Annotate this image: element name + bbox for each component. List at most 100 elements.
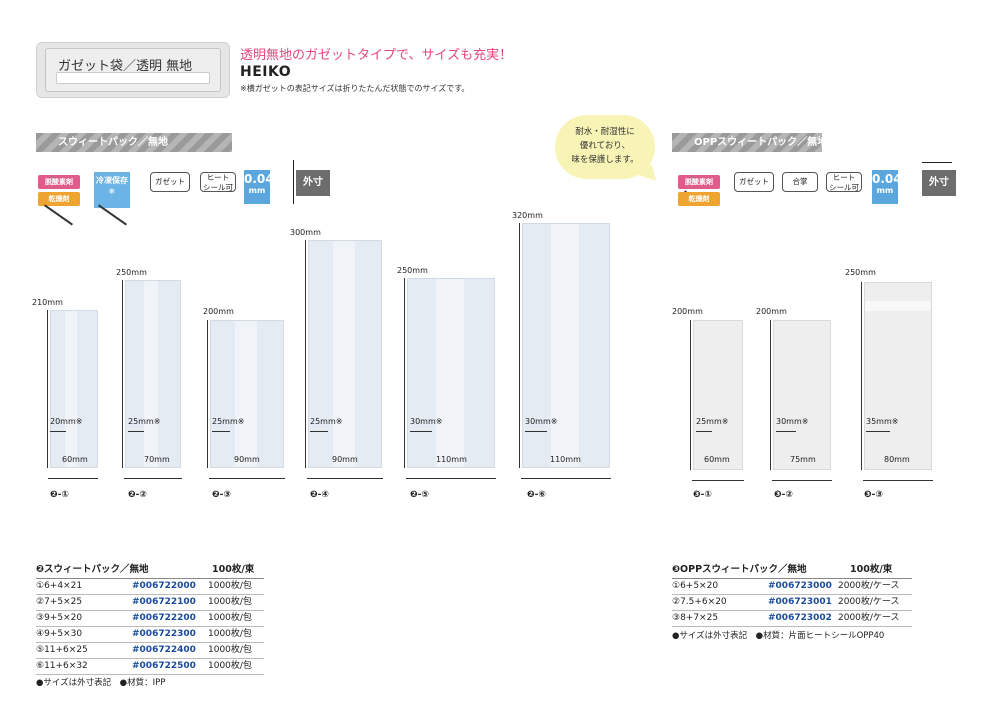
height-arrow	[690, 320, 691, 470]
gusset-badge: ガゼット	[150, 172, 190, 192]
gusset-arrow	[776, 431, 796, 432]
width-arrow	[692, 480, 744, 481]
freeze-label: 冷凍保存	[96, 176, 128, 185]
outer-arrow-line	[293, 160, 294, 204]
opp-banner: OPPスウィートパック／無地	[672, 133, 827, 152]
gusset-label: 25mm※	[310, 417, 343, 426]
table-row: ②7.5+6×20 #006723001 2000枚/ケース	[672, 595, 912, 611]
width-arrow	[48, 478, 98, 479]
height-arrow	[207, 320, 208, 468]
thickness-value: 0.04	[872, 172, 902, 186]
page-title: ガゼット袋／透明 無地	[58, 59, 193, 74]
row-size: ⑤11+6×25	[36, 645, 88, 655]
title-plate-inner: ガゼット袋／透明 無地	[45, 48, 221, 92]
height-arrow	[404, 278, 405, 468]
sweet-footnote: ●サイズは外寸表記 ●材質：IPP	[36, 678, 166, 688]
gusset-label: 25mm※	[696, 417, 729, 426]
sweet-deox-dry-badge: 脱酸素剤 乾燥剤	[36, 172, 82, 226]
table-row: ③8+7×25 #006723002 2000枚/ケース	[672, 611, 912, 627]
bag-image	[407, 278, 495, 468]
height-arrow	[861, 282, 862, 470]
thickness-unit: mm	[876, 186, 894, 195]
title-plate: ガゼット袋／透明 無地	[36, 42, 230, 98]
row-qty: 2000枚/ケース	[838, 613, 900, 623]
bag-width-label: 70mm	[144, 455, 170, 464]
bag-width-label: 60mm	[62, 455, 88, 464]
snowflake-icon: ❄	[108, 187, 116, 196]
bag-height-label: 300mm	[290, 228, 321, 237]
bag-image	[693, 320, 743, 470]
heat-seal-line-1: ヒート	[206, 173, 230, 182]
gusset-arrow	[128, 431, 144, 432]
heat-seal-line-1: ヒート	[832, 173, 856, 182]
row-size: ④9+5×30	[36, 629, 83, 639]
row-code: #006723002	[768, 613, 832, 623]
heat-seal-line-2: シール可	[829, 183, 859, 192]
outer-label: 外寸	[296, 170, 330, 196]
bag-width-label: 110mm	[550, 455, 581, 464]
row-code: #006722400	[132, 645, 196, 655]
row-qty: 1000枚/包	[208, 581, 252, 591]
row-code: #006722500	[132, 661, 196, 671]
bag-label: ❸-②	[774, 490, 793, 500]
outer-size-badge: 外寸	[290, 160, 330, 208]
width-arrow	[406, 478, 496, 479]
bag-width-label: 60mm	[704, 455, 730, 464]
width-arrow	[124, 478, 182, 479]
heat-seal-badge: ヒート シール可	[826, 172, 862, 192]
row-qty: 1000枚/包	[208, 597, 252, 607]
opp-table: ①6+5×20 #006723000 2000枚/ケース ②7.5+6×20 #…	[672, 578, 912, 627]
deox-badge: 脱酸素剤	[38, 175, 80, 189]
height-arrow	[47, 310, 48, 468]
bag-width-label: 90mm	[332, 455, 358, 464]
table-row: ②7+5×25 #006722100 1000枚/包	[36, 595, 264, 611]
bubble-line-1: 耐水・耐湿性に	[575, 127, 635, 137]
bag-width-label: 110mm	[436, 455, 467, 464]
bag-label: ❷-①	[50, 490, 69, 500]
bag-label: ❸-①	[693, 490, 712, 500]
row-size: ③8+7×25	[672, 613, 719, 623]
bag-image	[522, 223, 610, 468]
width-arrow	[772, 480, 832, 481]
bag-height-label: 200mm	[756, 307, 787, 316]
gusset-label: 25mm※	[212, 417, 245, 426]
outer-arrow-line	[922, 162, 952, 163]
row-size: ①6+5×20	[672, 581, 719, 591]
gusset-note: ※横ガゼットの表記サイズは折りたたんだ状態でのサイズです。	[240, 84, 470, 93]
title-plate-bar	[56, 72, 210, 84]
gusset-label: 30mm※	[410, 417, 443, 426]
opp-table-title: ❸OPPスウィートパック／無地	[672, 564, 807, 575]
gassho-badge: 合掌	[782, 172, 818, 192]
opp-deox-badge: 脱酸素剤 乾燥剤	[676, 172, 722, 208]
bag-label: ❸-③	[864, 490, 883, 500]
gusset-arrow	[525, 431, 547, 432]
row-qty: 2000枚/ケース	[838, 597, 900, 607]
outer-size-badge: 外寸	[918, 160, 958, 208]
bubble-line-3: 味を保護します。	[571, 155, 639, 165]
gusset-stripe	[551, 224, 579, 467]
heat-seal-line-2: シール可	[203, 183, 233, 192]
row-code: #006722200	[132, 613, 196, 623]
row-qty: 2000枚/ケース	[838, 581, 900, 591]
bag-height-label: 200mm	[203, 307, 234, 316]
row-qty: 1000枚/包	[208, 645, 252, 655]
bag-height-label: 320mm	[512, 211, 543, 220]
table-row: ①6+4×21 #006722000 1000枚/包	[36, 579, 264, 595]
gusset-arrow	[212, 431, 230, 432]
bag-height-label: 250mm	[116, 268, 147, 277]
speech-bubble: 耐水・耐湿性に 優れており、 味を保護します。	[555, 115, 655, 179]
bag-image	[125, 280, 181, 468]
height-arrow	[305, 240, 306, 468]
strike-line	[98, 204, 127, 226]
bag-image	[864, 282, 932, 470]
bag-image	[210, 320, 284, 468]
gusset-stripe	[144, 281, 158, 467]
bag-label: ❷-②	[128, 490, 147, 500]
bag-height-label: 250mm	[397, 266, 428, 275]
row-size: ②7+5×25	[36, 597, 83, 607]
gusset-stripe	[333, 241, 355, 467]
bag-label: ❷-④	[310, 490, 329, 500]
seal-band	[865, 301, 931, 311]
height-arrow	[519, 223, 520, 468]
row-size: ③9+5×20	[36, 613, 83, 623]
